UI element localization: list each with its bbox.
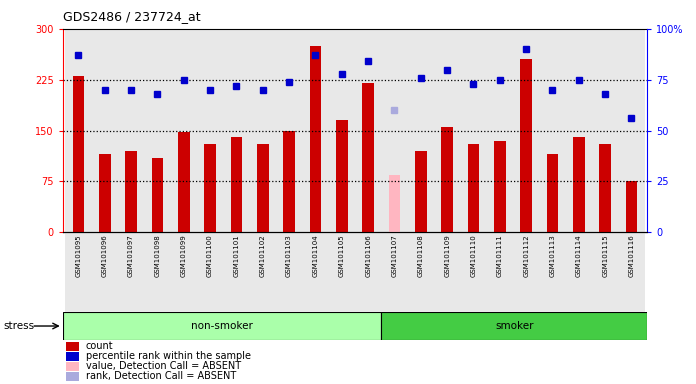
Bar — [592, 232, 618, 313]
Text: GSM101102: GSM101102 — [260, 235, 266, 277]
Bar — [118, 232, 144, 313]
Bar — [468, 144, 480, 232]
Bar — [381, 312, 647, 340]
Bar — [415, 151, 427, 232]
Bar — [381, 29, 408, 232]
Text: GDS2486 / 237724_at: GDS2486 / 237724_at — [63, 10, 200, 23]
Bar — [539, 29, 566, 232]
Bar — [441, 127, 453, 232]
Bar — [223, 232, 250, 313]
Bar — [434, 29, 460, 232]
Bar — [539, 232, 566, 313]
Text: GSM101108: GSM101108 — [418, 235, 424, 278]
Bar — [99, 154, 111, 232]
Bar — [355, 232, 381, 313]
Bar — [618, 232, 644, 313]
Text: GSM101116: GSM101116 — [628, 235, 635, 278]
Bar — [125, 151, 137, 232]
Bar — [230, 137, 242, 232]
Bar — [573, 137, 585, 232]
Bar — [65, 29, 92, 232]
Bar — [388, 175, 400, 232]
Bar — [250, 232, 276, 313]
Bar — [487, 29, 513, 232]
Bar — [178, 132, 190, 232]
Text: GSM101097: GSM101097 — [128, 235, 134, 278]
Text: GSM101100: GSM101100 — [207, 235, 213, 278]
Bar — [336, 120, 348, 232]
Bar — [302, 29, 329, 232]
Bar — [460, 232, 487, 313]
Bar — [171, 29, 197, 232]
Bar — [144, 29, 171, 232]
Bar — [513, 232, 539, 313]
Text: GSM101113: GSM101113 — [549, 235, 555, 278]
Bar — [171, 232, 197, 313]
Bar — [434, 232, 460, 313]
Bar — [310, 46, 322, 232]
Bar — [276, 232, 302, 313]
Bar — [362, 83, 374, 232]
Bar — [381, 232, 408, 313]
Text: GSM101107: GSM101107 — [391, 235, 397, 278]
Bar — [546, 154, 558, 232]
Text: count: count — [86, 341, 113, 351]
Bar — [520, 59, 532, 232]
Bar — [592, 29, 618, 232]
Bar — [223, 29, 250, 232]
Bar — [250, 29, 276, 232]
Bar — [65, 232, 92, 313]
Bar — [144, 232, 171, 313]
Text: GSM101106: GSM101106 — [365, 235, 371, 278]
Text: smoker: smoker — [495, 321, 534, 331]
Text: GSM101115: GSM101115 — [602, 235, 608, 277]
Bar — [92, 232, 118, 313]
Bar — [494, 141, 506, 232]
Bar — [92, 29, 118, 232]
Bar — [72, 76, 84, 232]
Bar — [626, 181, 638, 232]
Bar — [408, 232, 434, 313]
Text: non-smoker: non-smoker — [191, 321, 253, 331]
Text: rank, Detection Call = ABSENT: rank, Detection Call = ABSENT — [86, 371, 236, 381]
Text: GSM101096: GSM101096 — [102, 235, 108, 278]
Text: percentile rank within the sample: percentile rank within the sample — [86, 351, 251, 361]
Text: stress: stress — [3, 321, 35, 331]
Bar — [152, 158, 164, 232]
Bar — [566, 29, 592, 232]
Bar — [329, 29, 355, 232]
Text: GSM101114: GSM101114 — [576, 235, 582, 277]
Text: GSM101110: GSM101110 — [470, 235, 477, 278]
Text: value, Detection Call = ABSENT: value, Detection Call = ABSENT — [86, 361, 241, 371]
Text: GSM101112: GSM101112 — [523, 235, 529, 277]
Text: GSM101101: GSM101101 — [233, 235, 239, 278]
Bar — [355, 29, 381, 232]
Bar — [63, 312, 381, 340]
Bar — [513, 29, 539, 232]
Bar — [283, 131, 295, 232]
Bar — [460, 29, 487, 232]
Bar — [204, 144, 216, 232]
Bar — [118, 29, 144, 232]
Bar — [618, 29, 644, 232]
Text: GSM101103: GSM101103 — [286, 235, 292, 278]
Bar — [197, 29, 223, 232]
Bar — [302, 232, 329, 313]
Bar — [276, 29, 302, 232]
Bar — [487, 232, 513, 313]
Text: GSM101105: GSM101105 — [339, 235, 345, 277]
Bar — [408, 29, 434, 232]
Bar — [329, 232, 355, 313]
Bar — [197, 232, 223, 313]
Bar — [566, 232, 592, 313]
Bar — [599, 144, 611, 232]
Text: GSM101099: GSM101099 — [181, 235, 187, 278]
Bar — [257, 144, 269, 232]
Text: GSM101104: GSM101104 — [313, 235, 319, 277]
Text: GSM101109: GSM101109 — [444, 235, 450, 278]
Text: GSM101095: GSM101095 — [75, 235, 81, 277]
Text: GSM101098: GSM101098 — [155, 235, 161, 278]
Text: GSM101111: GSM101111 — [497, 235, 503, 278]
